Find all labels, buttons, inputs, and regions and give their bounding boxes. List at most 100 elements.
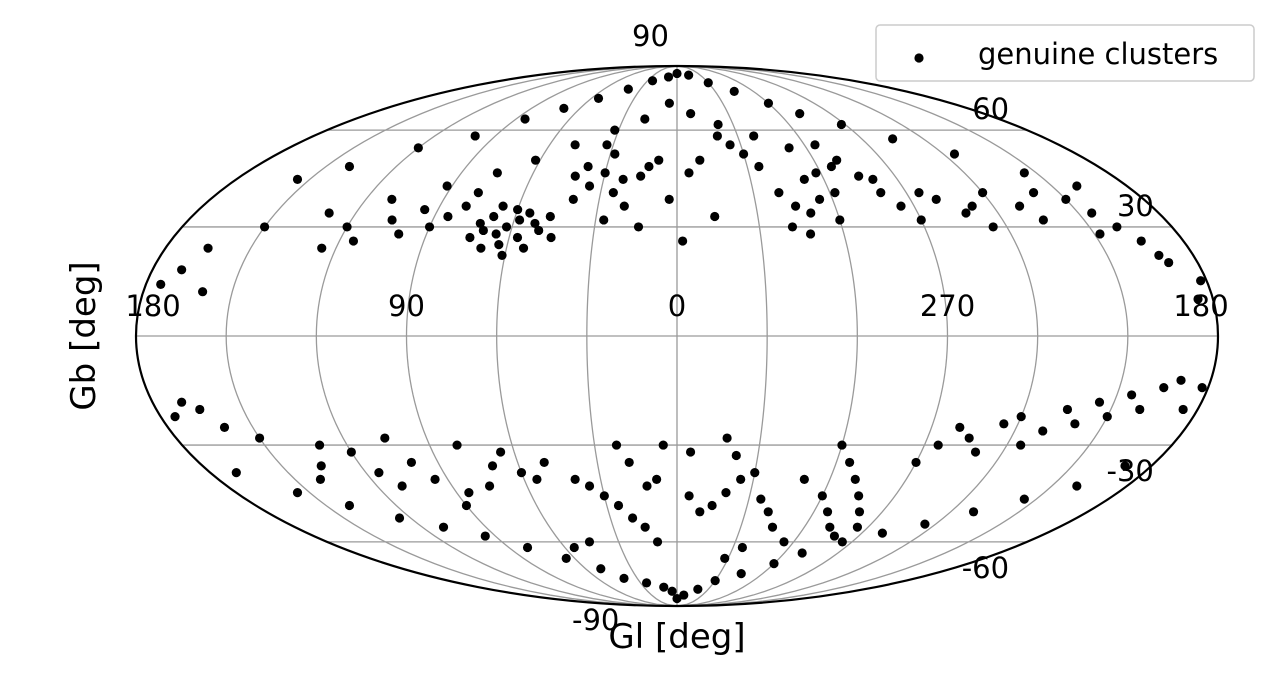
y-tick-label: 60 <box>972 92 1009 126</box>
cluster-point <box>584 537 595 547</box>
cluster-point <box>317 243 327 253</box>
cluster-point <box>1176 375 1186 385</box>
cluster-point <box>685 447 696 457</box>
cluster-point <box>811 168 821 178</box>
cluster-point <box>324 208 334 218</box>
cluster-point <box>713 119 723 130</box>
cluster-point <box>569 542 579 553</box>
cluster-point <box>1087 208 1097 218</box>
cluster-point <box>642 481 652 491</box>
cluster-point <box>854 491 864 501</box>
cluster-point <box>584 181 595 191</box>
cluster-point <box>315 474 326 484</box>
cluster-point <box>799 174 809 185</box>
cluster-point <box>1072 481 1082 491</box>
cluster-point <box>931 194 941 204</box>
cluster-point <box>814 194 825 204</box>
cluster-point <box>610 149 620 159</box>
cluster-point <box>512 232 523 243</box>
cluster-point <box>721 487 731 498</box>
cluster-point <box>640 114 650 124</box>
cluster-point <box>259 222 270 232</box>
y-tick-label: -30 <box>1107 454 1154 488</box>
cluster-point <box>914 188 924 198</box>
cluster-point <box>231 468 241 478</box>
cluster-point <box>596 564 606 574</box>
cluster-point <box>830 188 840 198</box>
cluster-point <box>955 422 965 432</box>
cluster-point <box>658 440 668 450</box>
cluster-point <box>177 397 187 407</box>
cluster-point <box>916 215 926 225</box>
cluster-point <box>380 433 390 443</box>
cluster-point <box>1028 188 1039 198</box>
cluster-point <box>693 584 703 594</box>
cluster-point <box>787 222 798 232</box>
cluster-point <box>344 161 355 172</box>
cluster-point <box>515 215 525 225</box>
cluster-point <box>1070 419 1080 429</box>
cluster-point <box>292 487 303 498</box>
cluster-point <box>1136 236 1146 246</box>
cluster-point <box>672 593 682 604</box>
cluster-point <box>1193 294 1203 304</box>
x-tick-label: 90 <box>388 289 425 323</box>
cluster-point <box>1016 412 1026 422</box>
legend-box <box>875 24 1255 82</box>
cluster-point <box>346 447 356 457</box>
cluster-point <box>854 171 864 181</box>
cluster-point <box>729 86 739 96</box>
cluster-point <box>219 422 230 432</box>
cluster-point <box>822 507 833 517</box>
cluster-point <box>195 404 205 415</box>
x-tick-label: 0 <box>668 289 686 323</box>
x-axis-label: Gl [deg] <box>608 617 745 657</box>
cluster-point <box>725 140 735 150</box>
cluster-point <box>710 211 720 222</box>
cluster-point <box>703 78 713 88</box>
cluster-point <box>695 507 705 517</box>
cluster-point <box>1095 229 1105 239</box>
cluster-point <box>452 440 462 450</box>
cluster-point <box>475 218 485 229</box>
cluster-point <box>684 168 694 178</box>
cluster-point <box>988 222 998 232</box>
cluster-point <box>1019 168 1029 178</box>
cluster-point <box>707 500 717 511</box>
cluster-point <box>492 168 502 178</box>
cluster-point <box>344 500 355 511</box>
cluster-point <box>570 140 580 150</box>
cluster-point <box>640 522 650 532</box>
y-tick-label: -60 <box>962 551 1009 585</box>
cluster-point <box>600 168 610 178</box>
y-tick-label: -90 <box>572 603 619 637</box>
cluster-point <box>1159 383 1169 393</box>
cluster-point <box>156 279 166 289</box>
cluster-point <box>652 537 663 547</box>
cluster-point <box>712 131 722 141</box>
cluster-point <box>494 240 504 250</box>
cluster-point <box>438 522 449 532</box>
cluster-point <box>561 553 571 564</box>
cluster-point <box>424 222 435 232</box>
cluster-point <box>478 225 488 236</box>
cluster-point <box>779 537 789 547</box>
cluster-point <box>978 188 988 198</box>
cluster-point <box>1038 215 1048 225</box>
cluster-point <box>877 528 887 538</box>
cluster-point <box>720 553 730 564</box>
cluster-point <box>406 457 417 468</box>
cluster-point <box>829 531 840 541</box>
cluster-point <box>496 447 506 457</box>
cluster-point <box>876 188 886 198</box>
cluster-point <box>686 108 696 119</box>
cluster-point <box>480 531 490 541</box>
cluster-point <box>1072 181 1082 191</box>
cluster-point <box>1112 222 1122 232</box>
cluster-point <box>461 201 471 211</box>
cluster-point <box>170 412 180 422</box>
legend: genuine clusters <box>875 24 1255 82</box>
cluster-point <box>799 474 809 484</box>
scatter-points <box>156 68 1207 604</box>
